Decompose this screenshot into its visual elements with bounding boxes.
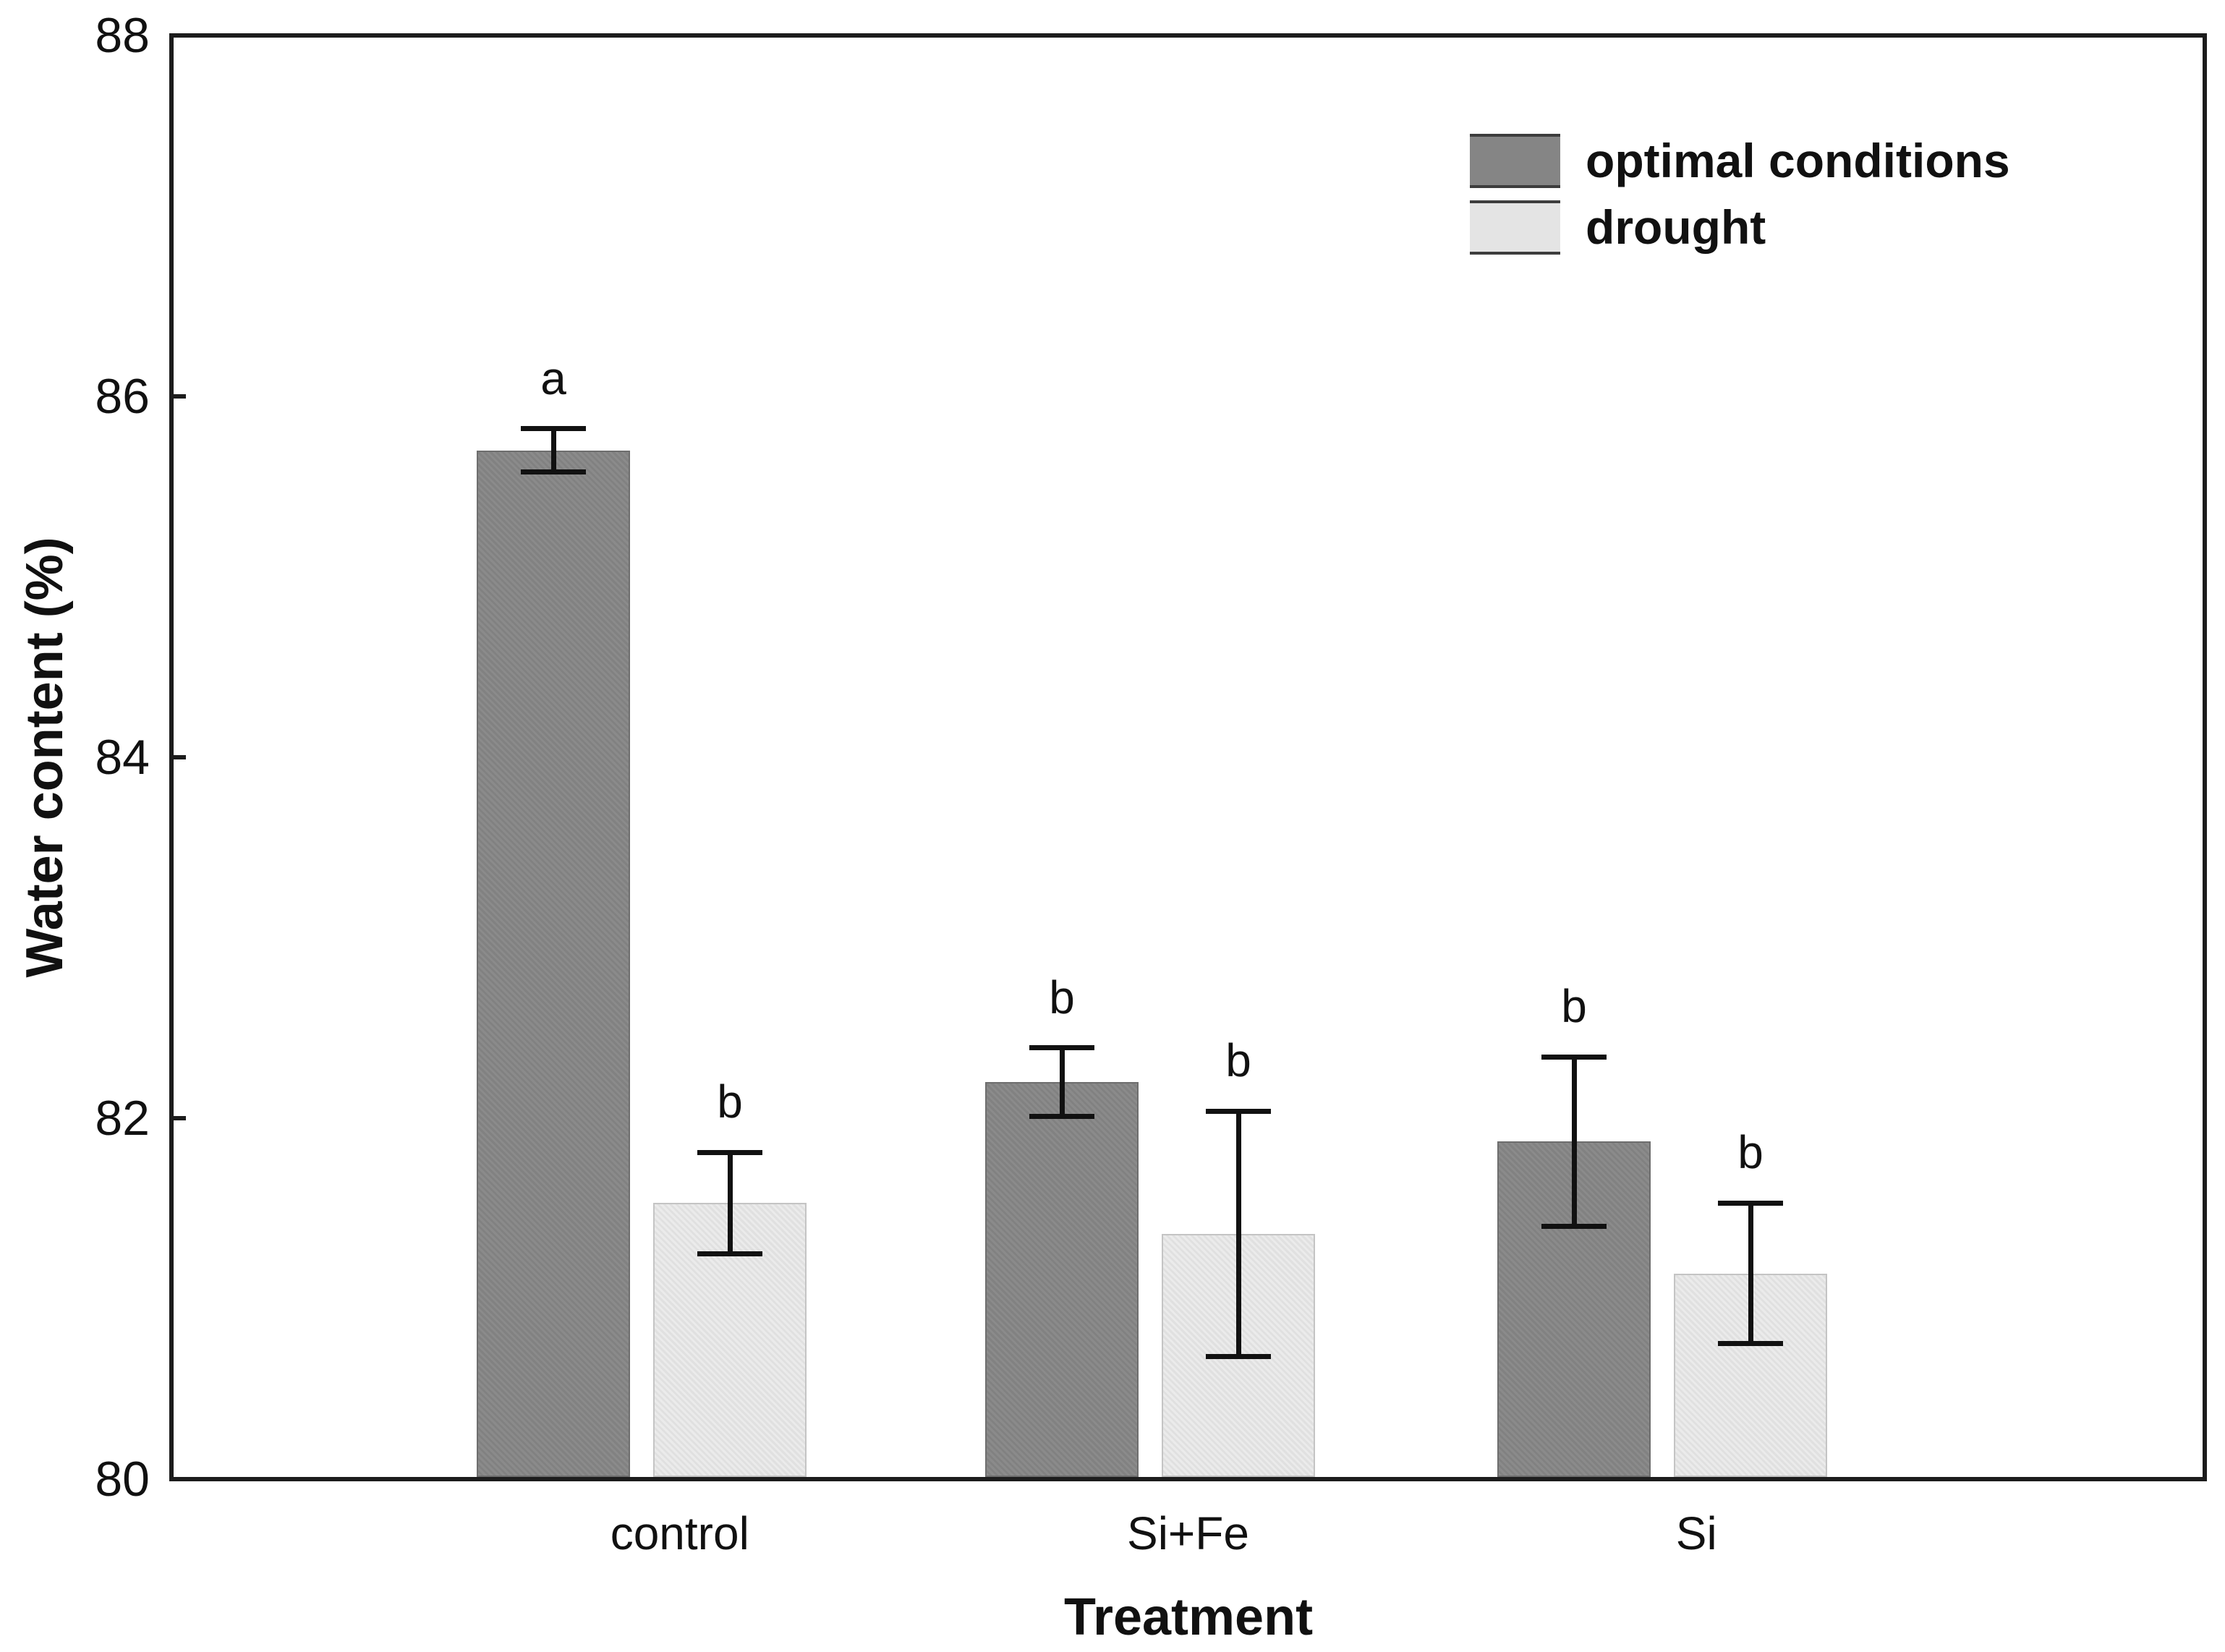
sig-letter-optimal-conditions-si-fe: b [1049, 971, 1075, 1023]
y-tick-84 [171, 755, 186, 759]
error-cap-top-optimal-conditions-si-fe [1029, 1045, 1094, 1051]
error-cap-bottom-optimal-conditions-si [1541, 1224, 1607, 1230]
legend-label-drought: drought [1586, 200, 1766, 254]
sig-letter-drought-si-fe: b [1225, 1034, 1251, 1087]
error-cap-top-optimal-conditions-control [521, 426, 586, 432]
sig-letter-optimal-conditions-si: b [1561, 980, 1587, 1033]
error-cap-bottom-drought-si-fe [1206, 1353, 1271, 1359]
error-cap-bottom-optimal-conditions-control [521, 469, 586, 475]
y-tick-label-80: 80 [95, 1452, 150, 1507]
error-cap-top-drought-si-fe [1206, 1108, 1271, 1114]
sig-letter-drought-si: b [1737, 1126, 1764, 1179]
bar-optimal-conditions-si-fe [985, 1082, 1139, 1477]
x-category-label-control: control [610, 1507, 749, 1559]
error-bar-drought-si-fe [1235, 1111, 1241, 1357]
y-tick-label-84: 84 [95, 730, 150, 785]
y-tick-label-88: 88 [95, 8, 150, 63]
y-tick-88 [171, 33, 186, 38]
error-bar-optimal-conditions-si [1571, 1057, 1577, 1227]
legend-label-optimal-conditions: optimal conditions [1586, 134, 2010, 187]
x-axis-title: Treatment [1063, 1588, 1314, 1646]
x-category-label-si: Si [1675, 1507, 1717, 1559]
y-tick-82 [171, 1116, 186, 1120]
error-cap-bottom-drought-control [697, 1251, 762, 1256]
bar-optimal-conditions-control [477, 450, 630, 1477]
error-bar-optimal-conditions-si-fe [1059, 1047, 1065, 1117]
sig-letter-optimal-conditions-control: a [540, 352, 566, 404]
error-cap-bottom-drought-si [1718, 1341, 1783, 1347]
y-tick-label-82: 82 [95, 1091, 150, 1146]
legend-swatch-optimal-conditions [1470, 134, 1560, 188]
y-tick-86 [171, 394, 186, 399]
sig-letter-drought-control: b [717, 1076, 743, 1128]
error-cap-top-drought-si [1718, 1200, 1783, 1206]
x-category-label-si-fe: Si+Fe [1127, 1507, 1249, 1559]
error-cap-top-drought-control [697, 1149, 762, 1155]
y-tick-label-86: 86 [95, 369, 150, 424]
legend-swatch-drought [1470, 200, 1560, 255]
error-cap-top-optimal-conditions-si [1541, 1054, 1607, 1060]
error-bar-drought-control [727, 1152, 733, 1254]
error-cap-bottom-optimal-conditions-si-fe [1029, 1114, 1094, 1119]
y-tick-80 [171, 1477, 186, 1481]
error-bar-drought-si [1748, 1203, 1753, 1344]
bar-optimal-conditions-si [1497, 1141, 1651, 1477]
error-bar-optimal-conditions-control [550, 428, 556, 472]
